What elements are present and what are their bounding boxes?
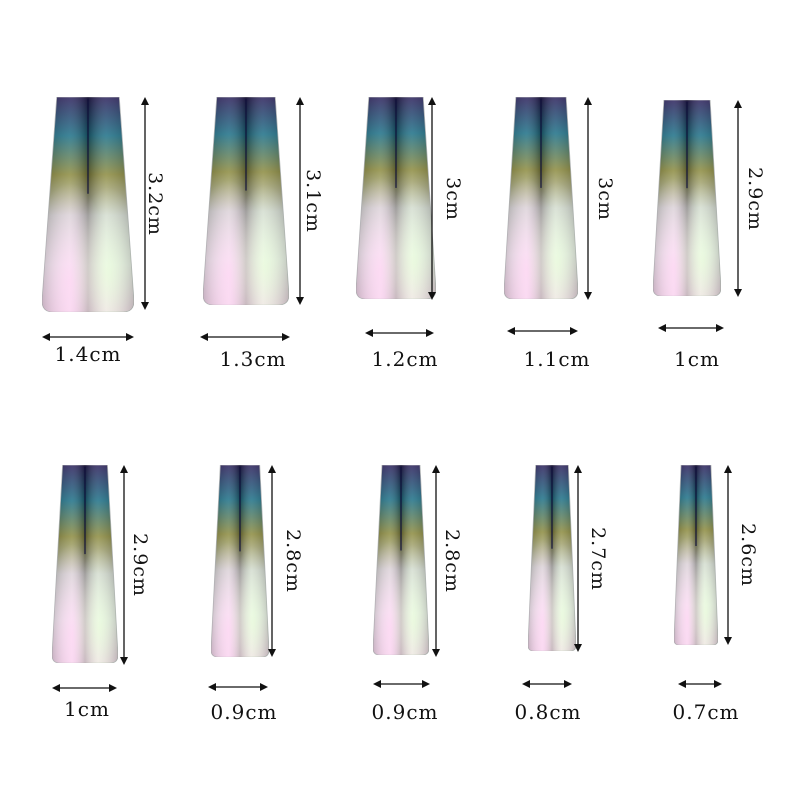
width-label: 0.8cm: [514, 700, 582, 724]
nail-tip-image: [528, 465, 576, 651]
width-arrow-icon: [658, 319, 724, 332]
nail-tip-image: [674, 465, 718, 645]
height-arrow-icon: [294, 97, 306, 309]
width-label: 1.2cm: [371, 347, 439, 371]
width-label: 0.9cm: [210, 700, 278, 724]
nail-tip-image: [373, 465, 429, 655]
width-arrow-icon: [42, 328, 134, 341]
width-label: 1.1cm: [523, 347, 591, 371]
height-label: 2.8cm: [282, 529, 304, 593]
width-label: 0.7cm: [672, 700, 740, 724]
width-label: 1.3cm: [219, 347, 287, 371]
height-arrow-icon: [118, 465, 130, 669]
height-label: 2.8cm: [441, 529, 463, 593]
width-arrow-icon: [200, 328, 290, 341]
width-arrow-icon: [208, 678, 268, 691]
width-arrow-icon: [373, 675, 430, 688]
nail-tip-image: [356, 97, 436, 299]
width-label: 0.9cm: [371, 700, 439, 724]
width-arrow-icon: [52, 679, 117, 692]
height-arrow-icon: [722, 465, 734, 649]
nail-tip-image: [504, 97, 578, 299]
height-arrow-icon: [732, 100, 744, 301]
height-arrow-icon: [139, 97, 151, 314]
height-label: 3.2cm: [144, 171, 166, 236]
height-label: 2.6cm: [737, 523, 759, 587]
height-arrow-icon: [572, 465, 584, 656]
height-label: 3.1cm: [302, 169, 324, 233]
height-arrow-icon: [426, 97, 438, 304]
width-arrow-icon: [365, 324, 434, 337]
width-label: 1cm: [64, 697, 110, 721]
height-arrow-icon: [582, 97, 594, 304]
height-label: 2.7cm: [587, 526, 609, 591]
height-arrow-icon: [266, 465, 278, 661]
nail-tip-image: [211, 465, 269, 657]
height-label: 3cm: [594, 176, 616, 221]
nail-tip-image: [42, 97, 134, 312]
width-label: 1.4cm: [54, 342, 122, 366]
height-label: 2.9cm: [129, 533, 151, 597]
height-label: 3cm: [442, 176, 464, 221]
height-arrow-icon: [430, 465, 442, 661]
width-arrow-icon: [678, 675, 722, 688]
width-label: 1cm: [674, 347, 720, 371]
height-label: 2.9cm: [744, 166, 766, 231]
width-arrow-icon: [522, 675, 572, 688]
nail-tip-image: [52, 465, 118, 663]
nail-tip-image: [203, 97, 289, 305]
width-arrow-icon: [507, 322, 578, 335]
nail-tip-image: [653, 100, 721, 296]
